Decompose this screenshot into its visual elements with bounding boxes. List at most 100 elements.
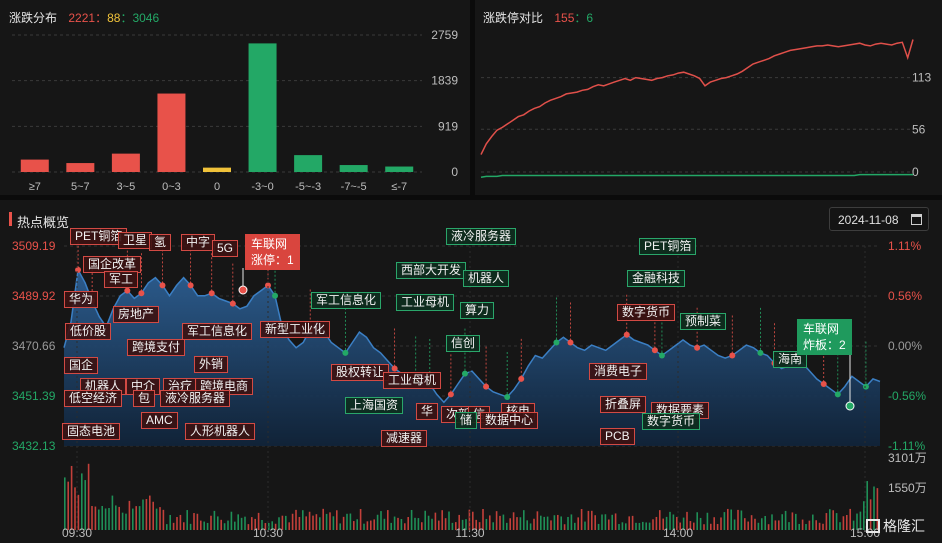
hot-tag[interactable]: 国企 <box>64 357 99 374</box>
hot-tag[interactable]: 液冷服务器 <box>160 390 231 407</box>
hot-tag[interactable]: 华为 <box>64 291 99 308</box>
bar-ytick-label: 1839 <box>431 74 458 88</box>
volume-bar <box>706 512 709 530</box>
hot-tag[interactable]: 西部大开发 <box>396 262 467 279</box>
date-picker[interactable]: 2024-11-08 <box>829 207 929 231</box>
volume-bar <box>417 518 420 530</box>
hot-tag[interactable]: 房地产 <box>113 306 160 323</box>
hot-tag[interactable]: 包 <box>133 390 156 407</box>
volume-bar <box>557 514 559 530</box>
hot-title: 热点概览 <box>17 215 70 230</box>
volume-bar <box>499 515 501 530</box>
hot-tag[interactable]: 华 <box>416 403 439 420</box>
volume-bar <box>648 522 651 530</box>
calendar-icon[interactable] <box>911 214 922 225</box>
volume-bar <box>329 512 331 530</box>
hot-tag[interactable]: 预制菜 <box>680 313 727 330</box>
callout-up-line2: 涨停：1 <box>251 253 294 267</box>
hot-tag[interactable]: 数据中心 <box>480 412 539 429</box>
hot-tag[interactable]: 新型工业化 <box>260 321 331 338</box>
volume-bar <box>254 518 256 530</box>
hot-ytick-left: 3470.66 <box>12 339 56 353</box>
hot-tag[interactable]: 卫星 <box>118 232 153 249</box>
volume-bar <box>529 523 532 530</box>
volume-bar <box>829 509 831 530</box>
volume-bar <box>628 516 630 530</box>
hot-tag[interactable]: 减速器 <box>381 430 428 447</box>
hot-tag[interactable]: PET铜箔 <box>70 228 128 245</box>
volume-bar <box>193 513 195 530</box>
hot-tag[interactable]: AMC <box>141 412 178 429</box>
hot-tag[interactable]: 军工信息化 <box>311 292 382 309</box>
volume-bar <box>108 508 110 530</box>
volume-bar <box>580 509 583 530</box>
hot-tag[interactable]: 数字货币 <box>617 304 676 321</box>
logo-icon <box>866 519 880 533</box>
hot-tag[interactable]: 工业母机 <box>383 372 442 389</box>
hot-tag[interactable]: 外销 <box>194 356 229 373</box>
event-marker-up <box>483 383 490 390</box>
volume-bar <box>509 518 511 530</box>
hot-tag[interactable]: PET铜箔 <box>639 238 697 255</box>
hot-tag[interactable]: 数字货币 <box>642 413 701 430</box>
hot-tag[interactable]: 海南 <box>773 351 808 368</box>
bar-ytick-label: 919 <box>438 119 458 133</box>
volume-bar <box>155 508 158 530</box>
hot-tag[interactable]: 股权转让 <box>331 364 390 381</box>
hot-tag[interactable]: 低空经济 <box>64 390 123 407</box>
hot-tag[interactable]: 固态电池 <box>62 423 121 440</box>
hot-tag[interactable]: 信创 <box>446 335 481 352</box>
volume-bar <box>380 511 382 530</box>
volume-bar <box>121 512 124 530</box>
volume-bar <box>710 523 712 530</box>
hot-tag[interactable]: 人形机器人 <box>185 423 256 440</box>
volume-bar <box>713 517 715 530</box>
hot-title-accent <box>9 212 12 226</box>
hot-ytick-left: 3451.39 <box>12 389 56 403</box>
volume-bar <box>523 510 525 530</box>
volume-bar <box>475 519 477 530</box>
hot-tag[interactable]: 跨境支付 <box>127 339 186 356</box>
volume-bar <box>227 520 229 530</box>
hot-tag[interactable]: 上海国资 <box>345 397 404 414</box>
volume-bar <box>271 521 273 530</box>
hot-tag[interactable]: 氢 <box>149 234 172 251</box>
event-marker-up <box>265 282 271 289</box>
hot-tag[interactable]: 军工信息化 <box>182 323 253 340</box>
hot-tag[interactable]: 5G <box>212 240 239 257</box>
hot-tag[interactable]: 折叠屏 <box>600 396 647 413</box>
time-tick-label: 15:00 <box>850 526 880 540</box>
hot-tag[interactable]: 中字 <box>181 234 216 251</box>
distribution-bar <box>203 167 231 172</box>
hot-tag[interactable]: 储 <box>455 412 478 429</box>
volume-bar <box>519 517 522 530</box>
volume-bar <box>818 522 821 530</box>
hot-tag[interactable]: 消费电子 <box>589 363 648 380</box>
volume-bar <box>159 507 161 530</box>
hot-tag[interactable]: 机器人 <box>463 270 510 287</box>
volume-bar <box>536 511 539 530</box>
callout-limit-up: 车联网 涨停：1 <box>245 234 300 270</box>
volume-bar <box>563 524 566 530</box>
hot-tag[interactable]: 金融科技 <box>627 270 686 287</box>
volume-bar <box>608 519 610 530</box>
up-count: 2221 <box>68 11 96 25</box>
volume-bar <box>679 522 681 530</box>
hot-tag[interactable]: 低价股 <box>65 323 112 340</box>
hot-tag[interactable]: 算力 <box>460 302 495 319</box>
volume-bar <box>856 513 858 530</box>
distribution-bar <box>66 163 95 172</box>
event-marker-up <box>229 300 236 307</box>
volume-bar <box>669 511 671 530</box>
volume-bar <box>747 521 749 530</box>
volume-bar <box>489 515 491 530</box>
hot-tag[interactable]: PCB <box>600 428 635 445</box>
event-marker-up <box>208 290 215 297</box>
hot-tag[interactable]: 工业母机 <box>396 294 455 311</box>
bar-category-label: 3~5 <box>117 181 136 193</box>
volume-bar <box>169 514 171 530</box>
volume-bar <box>832 510 834 530</box>
hot-tag[interactable]: 军工 <box>104 271 139 288</box>
volume-bar <box>431 518 433 530</box>
hot-tag[interactable]: 液冷服务器 <box>446 228 517 245</box>
